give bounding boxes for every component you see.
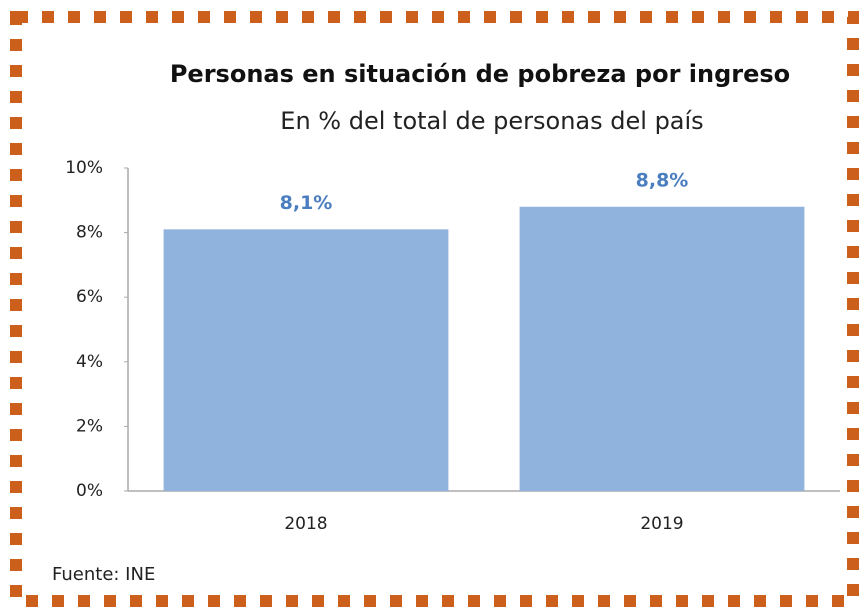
y-tick-label: 10%: [65, 158, 103, 178]
data-label: 8,8%: [636, 169, 689, 191]
data-label: 8,1%: [280, 192, 333, 214]
y-tick-label: 4%: [76, 352, 103, 372]
dashed-border: [10, 11, 859, 607]
chart-title: Personas en situación de pobreza por ing…: [170, 60, 790, 88]
bar: [519, 206, 805, 491]
bar: [163, 229, 449, 491]
y-tick-label: 6%: [76, 287, 103, 307]
source-note: Fuente: INE: [52, 564, 155, 585]
chart-subtitle: En % del total de personas del país: [280, 107, 703, 135]
y-tick-label: 8%: [76, 223, 103, 243]
y-tick-label: 2%: [76, 416, 103, 436]
x-tick-label: 2019: [640, 514, 683, 534]
x-tick-label: 2018: [284, 514, 327, 534]
y-tick-label: 0%: [76, 481, 103, 501]
